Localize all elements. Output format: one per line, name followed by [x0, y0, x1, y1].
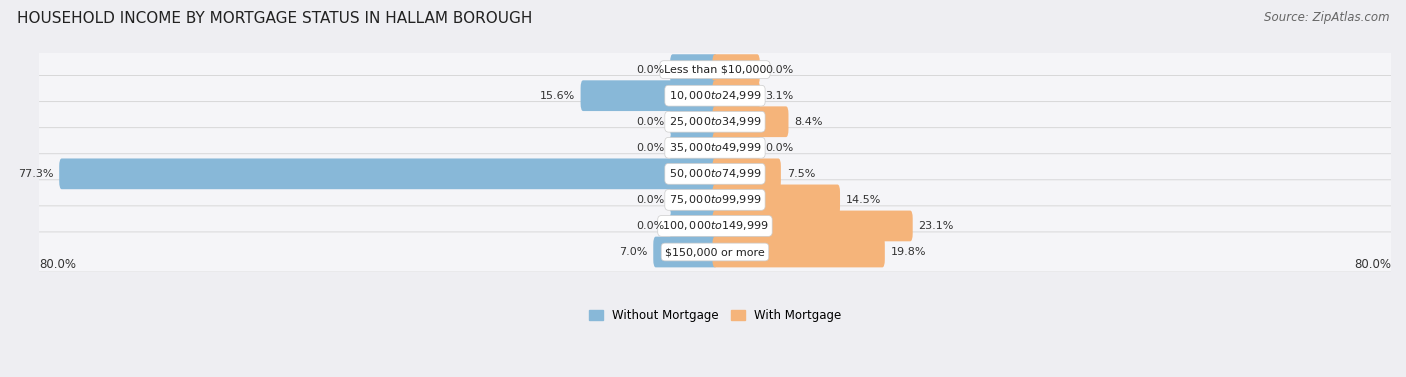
Legend: Without Mortgage, With Mortgage: Without Mortgage, With Mortgage: [583, 305, 846, 327]
Text: 80.0%: 80.0%: [39, 258, 76, 271]
Text: $50,000 to $74,999: $50,000 to $74,999: [669, 167, 761, 180]
FancyBboxPatch shape: [713, 184, 839, 215]
FancyBboxPatch shape: [671, 132, 717, 163]
Text: 3.1%: 3.1%: [766, 91, 794, 101]
FancyBboxPatch shape: [713, 237, 884, 267]
FancyBboxPatch shape: [37, 180, 1393, 220]
Text: 23.1%: 23.1%: [918, 221, 955, 231]
Text: 8.4%: 8.4%: [794, 117, 823, 127]
Text: 7.0%: 7.0%: [619, 247, 647, 257]
Text: 0.0%: 0.0%: [766, 143, 794, 153]
FancyBboxPatch shape: [671, 184, 717, 215]
FancyBboxPatch shape: [713, 80, 759, 111]
Text: 0.0%: 0.0%: [636, 195, 664, 205]
Text: 0.0%: 0.0%: [636, 117, 664, 127]
Text: $35,000 to $49,999: $35,000 to $49,999: [669, 141, 761, 154]
FancyBboxPatch shape: [37, 76, 1393, 116]
FancyBboxPatch shape: [654, 237, 717, 267]
FancyBboxPatch shape: [713, 106, 789, 137]
FancyBboxPatch shape: [581, 80, 717, 111]
Text: 7.5%: 7.5%: [787, 169, 815, 179]
Text: $10,000 to $24,999: $10,000 to $24,999: [669, 89, 761, 102]
Text: 0.0%: 0.0%: [636, 64, 664, 75]
Text: $150,000 or more: $150,000 or more: [665, 247, 765, 257]
FancyBboxPatch shape: [37, 154, 1393, 194]
FancyBboxPatch shape: [59, 158, 717, 189]
FancyBboxPatch shape: [37, 206, 1393, 246]
FancyBboxPatch shape: [713, 132, 759, 163]
Text: 0.0%: 0.0%: [766, 64, 794, 75]
FancyBboxPatch shape: [713, 54, 759, 85]
Text: HOUSEHOLD INCOME BY MORTGAGE STATUS IN HALLAM BOROUGH: HOUSEHOLD INCOME BY MORTGAGE STATUS IN H…: [17, 11, 533, 26]
Text: Less than $10,000: Less than $10,000: [664, 64, 766, 75]
FancyBboxPatch shape: [671, 211, 717, 241]
Text: 0.0%: 0.0%: [636, 221, 664, 231]
Text: $100,000 to $149,999: $100,000 to $149,999: [662, 219, 768, 233]
Text: $75,000 to $99,999: $75,000 to $99,999: [669, 193, 761, 206]
FancyBboxPatch shape: [37, 102, 1393, 142]
FancyBboxPatch shape: [671, 54, 717, 85]
FancyBboxPatch shape: [713, 211, 912, 241]
FancyBboxPatch shape: [671, 106, 717, 137]
Text: $25,000 to $34,999: $25,000 to $34,999: [669, 115, 761, 128]
FancyBboxPatch shape: [37, 232, 1393, 272]
FancyBboxPatch shape: [713, 158, 780, 189]
Text: Source: ZipAtlas.com: Source: ZipAtlas.com: [1264, 11, 1389, 24]
Text: 19.8%: 19.8%: [891, 247, 927, 257]
FancyBboxPatch shape: [37, 128, 1393, 168]
Text: 0.0%: 0.0%: [636, 143, 664, 153]
Text: 15.6%: 15.6%: [540, 91, 575, 101]
Text: 14.5%: 14.5%: [846, 195, 882, 205]
Text: 80.0%: 80.0%: [1354, 258, 1391, 271]
Text: 77.3%: 77.3%: [18, 169, 53, 179]
FancyBboxPatch shape: [37, 49, 1393, 90]
